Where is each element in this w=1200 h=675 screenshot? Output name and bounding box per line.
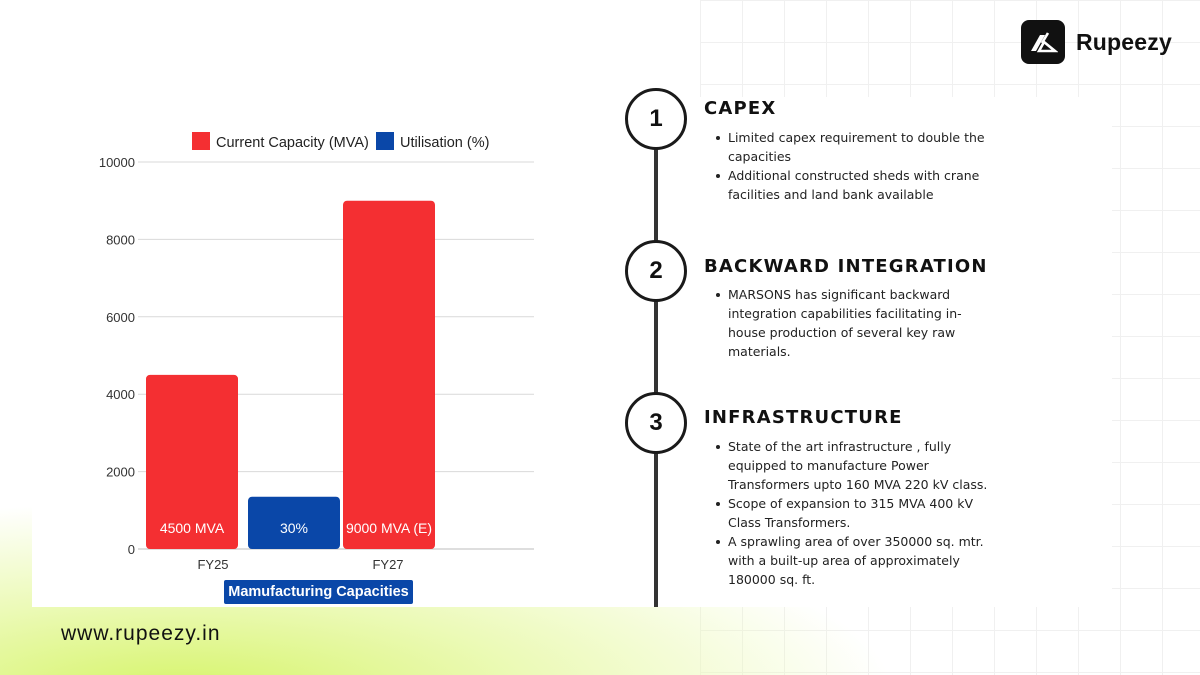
brand-header[interactable]: Rupeezy [1021, 20, 1172, 64]
legend-swatch [376, 132, 394, 150]
legend-label: Current Capacity (MVA) [216, 135, 369, 151]
rupeezy-logo-icon [1021, 20, 1065, 64]
step-1-circle: 1 [625, 88, 687, 150]
list-item: A sprawling area of over 350000 sq. mtr.… [714, 532, 996, 589]
y-tick-label: 0 [128, 542, 135, 557]
x-tick-label: FY27 [372, 557, 403, 572]
chart-caption: Mamufacturing Capacities [224, 580, 413, 604]
bar-data-label: 9000 MVA (E) [346, 520, 432, 536]
step-2-list: MARSONS has significant backward integra… [714, 285, 976, 361]
step-3-title: INFRASTRUCTURE [704, 407, 903, 428]
brand-name: Rupeezy [1076, 28, 1172, 55]
y-tick-label: 4000 [106, 387, 135, 402]
list-item: MARSONS has significant backward integra… [714, 285, 976, 361]
bar-data-label: 30% [280, 520, 308, 536]
step-3-list: State of the art infrastructure , fully … [714, 437, 996, 589]
x-tick-label: FY25 [197, 557, 228, 572]
bar [248, 496, 340, 549]
timeline-line [654, 97, 658, 607]
step-1-list: Limited capex requirement to double the … [714, 128, 1004, 204]
step-2-circle: 2 [625, 240, 687, 302]
y-tick-label: 10000 [99, 155, 135, 170]
y-tick-label: 6000 [106, 310, 135, 325]
y-tick-label: 8000 [106, 232, 135, 247]
step-2-title: BACKWARD INTEGRATION [704, 256, 988, 277]
list-item: Scope of expansion to 315 MVA 400 kV Cla… [714, 494, 996, 532]
list-item: Additional constructed sheds with crane … [714, 166, 1004, 204]
step-1-title: CAPEX [704, 98, 777, 119]
capacity-bar-chart: 0 2000 4000 6000 8000 10000 4500 MVA 30% 9000 MV… [99, 132, 534, 572]
website-url[interactable]: www.rupeezy.in [61, 622, 221, 645]
y-tick-label: 2000 [106, 465, 135, 480]
legend-label: Utilisation (%) [400, 135, 489, 151]
list-item: Limited capex requirement to double the … [714, 128, 1004, 166]
bar-data-label: 4500 MVA [160, 520, 225, 536]
step-3-circle: 3 [625, 392, 687, 454]
bar [146, 374, 238, 549]
legend-swatch [192, 132, 210, 150]
list-item: State of the art infrastructure , fully … [714, 437, 996, 494]
bar [343, 200, 435, 549]
